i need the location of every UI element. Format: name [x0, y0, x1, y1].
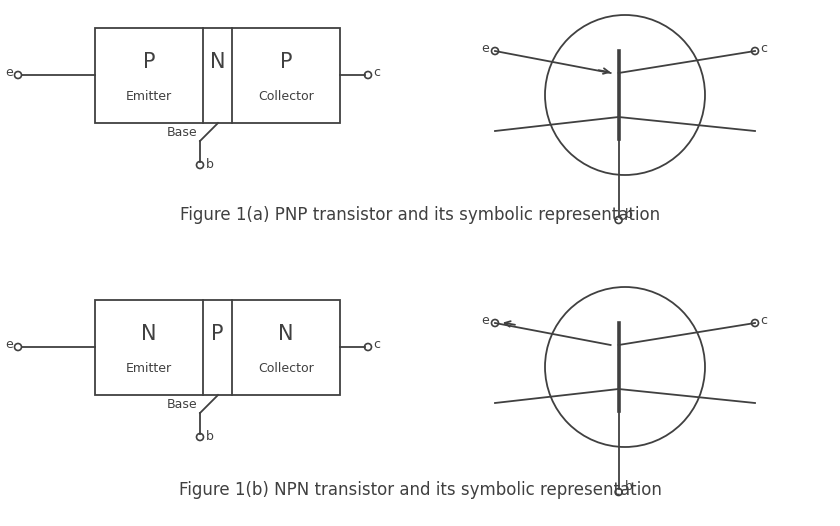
Text: c: c: [760, 42, 768, 55]
Bar: [95, 28, 340, 123]
Text: b: b: [206, 158, 213, 171]
Text: b: b: [206, 430, 213, 443]
Text: N: N: [210, 52, 225, 72]
Text: N: N: [278, 324, 294, 344]
Text: e: e: [482, 313, 490, 327]
Text: b: b: [625, 208, 633, 221]
Text: P: P: [143, 52, 155, 72]
Text: c: c: [374, 338, 381, 350]
Bar: [95, 300, 340, 395]
Text: P: P: [280, 52, 292, 72]
Text: Emitter: Emitter: [126, 90, 172, 103]
Text: c: c: [760, 313, 768, 327]
Text: c: c: [374, 66, 381, 78]
Text: Base: Base: [166, 126, 197, 139]
Text: e: e: [5, 338, 13, 350]
Text: Collector: Collector: [258, 90, 314, 103]
Text: Figure 1(a) PNP transistor and its symbolic representation: Figure 1(a) PNP transistor and its symbo…: [180, 206, 660, 224]
Text: e: e: [482, 42, 490, 55]
Text: e: e: [5, 66, 13, 78]
Text: Collector: Collector: [258, 362, 314, 375]
Text: Figure 1(b) NPN transistor and its symbolic representation: Figure 1(b) NPN transistor and its symbo…: [179, 481, 661, 499]
Text: P: P: [211, 324, 223, 344]
Text: Base: Base: [166, 398, 197, 411]
Text: N: N: [141, 324, 156, 344]
Text: b: b: [625, 480, 633, 493]
Text: Emitter: Emitter: [126, 362, 172, 375]
